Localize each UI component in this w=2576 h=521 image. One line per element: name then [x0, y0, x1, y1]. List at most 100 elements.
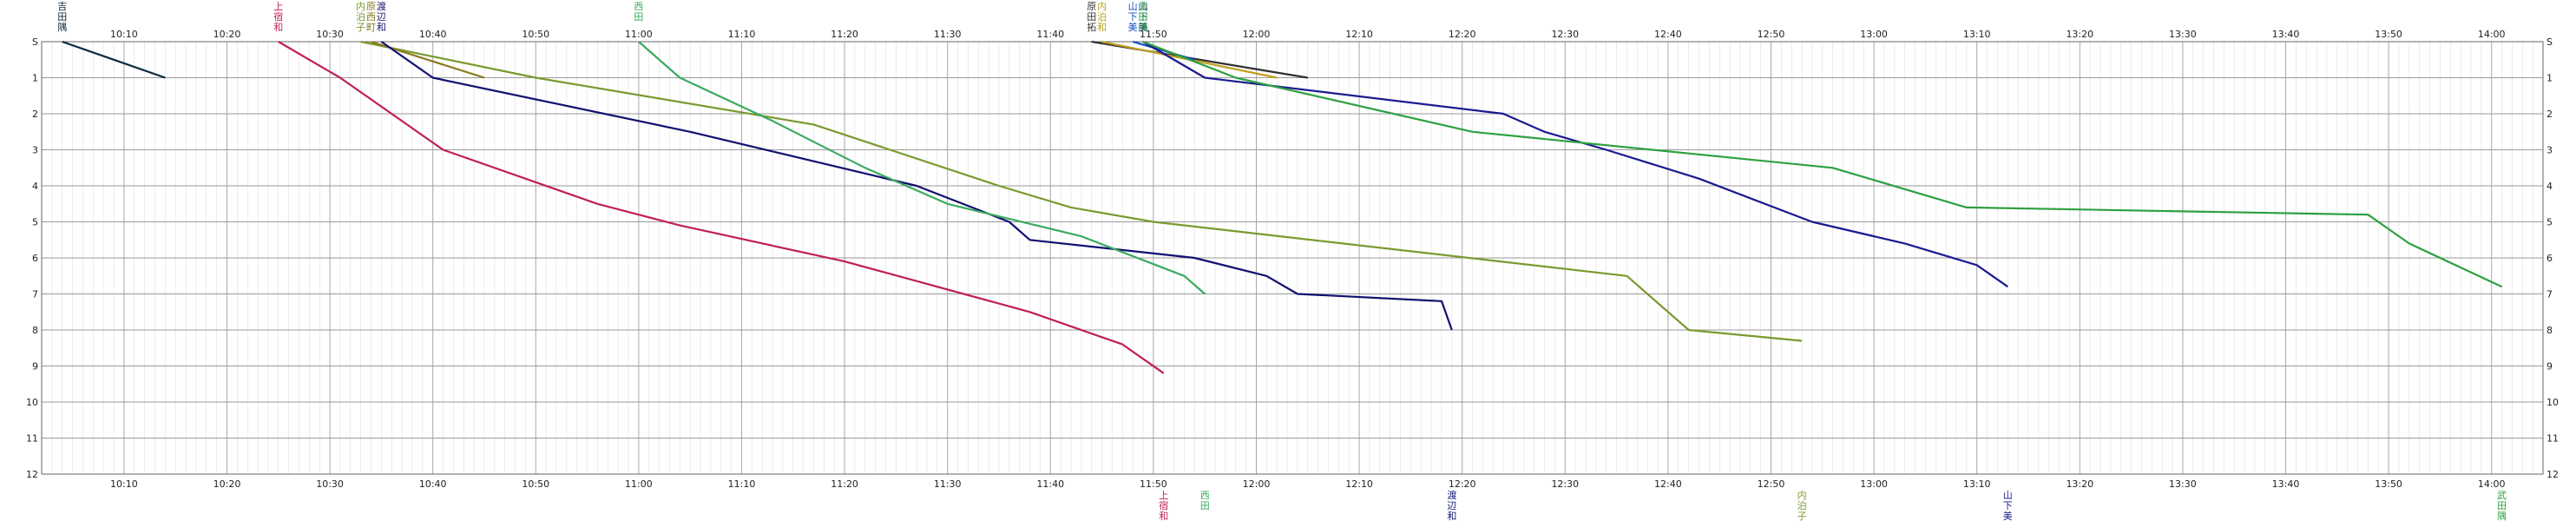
x-tick-label-top: 10:30 [316, 29, 344, 40]
series-top-label-char: 田 [1139, 11, 1148, 23]
x-tick-label-top: 14:00 [2478, 29, 2506, 40]
series-top-label-char: 和 [377, 22, 386, 33]
series-line [638, 41, 1206, 295]
y-tick-label-left: 4 [32, 181, 38, 192]
series-line [380, 41, 1453, 331]
x-tick-label-bottom: 11:00 [625, 478, 653, 490]
y-tick-label-left: 5 [32, 217, 38, 228]
series-top-label-char: 原 [366, 1, 376, 12]
y-tick-label-left: 8 [32, 325, 38, 336]
series-bottom-label: 西田 [1200, 490, 1210, 511]
series-bottom-label: 内泊子 [1797, 489, 1807, 521]
y-tick-label-right: 12 [2546, 469, 2559, 480]
y-tick-label-left: 10 [26, 397, 38, 408]
x-tick-label-top: 12:40 [1654, 29, 1682, 40]
series-top-label-char: 西 [634, 1, 643, 12]
series-top-label-char: 町 [366, 22, 376, 33]
x-tick-label-bottom: 10:10 [110, 478, 138, 490]
y-tick-label-left: 1 [32, 73, 38, 84]
x-tick-label-bottom: 11:30 [934, 478, 962, 490]
series-top-label-char: 美 [1128, 22, 1138, 33]
x-tick-label-bottom: 13:40 [2272, 478, 2300, 490]
series-top-label-char: 隅 [1139, 22, 1148, 33]
x-tick-label-top: 10:10 [110, 29, 138, 40]
series-top-label-char: 西 [366, 11, 376, 23]
y-tick-label-left: 12 [26, 469, 38, 480]
y-tick-label-right: 11 [2546, 433, 2559, 445]
series-labels: 吉田隅上宿和上宿和内泊子内泊子原西町渡辺和渡辺和西田西田原田拓内泊和山下美山下美… [57, 0, 2507, 521]
series-top-label-char: 和 [1097, 22, 1107, 33]
y-tick-label-left: 11 [26, 433, 38, 445]
x-tick-label-top: 10:40 [419, 29, 447, 40]
y-tick-label-right: 2 [2546, 109, 2553, 120]
series-bottom-label-char: 子 [1797, 511, 1807, 521]
x-tick-label-top: 12:20 [1449, 29, 1476, 40]
y-tick-label-right: 4 [2546, 181, 2553, 192]
y-tick-label-right: 6 [2546, 253, 2553, 264]
series-top-label-char: 泊 [1097, 11, 1107, 23]
x-tick-label-top: 11:50 [1140, 29, 1167, 40]
series-bottom-label-char: 山 [2003, 490, 2013, 501]
series-bottom-label-char: 西 [1200, 490, 1210, 501]
x-tick-label-bottom: 12:40 [1654, 478, 1682, 490]
series-bottom-label-char: 武 [2497, 490, 2507, 501]
x-tick-label-top: 12:50 [1758, 29, 1785, 40]
series-top-label-char: 吉 [57, 1, 67, 12]
series-bottom-label-char: 田 [1200, 500, 1210, 511]
series-top-label-char: 内 [356, 0, 365, 12]
series-top-label-char: 子 [356, 22, 365, 33]
x-tick-label-top: 12:30 [1551, 29, 1579, 40]
series-bottom-label-char: 上 [1159, 490, 1168, 501]
x-tick-label-top: 13:00 [1860, 29, 1888, 40]
series-line [360, 40, 1803, 342]
series-top-label: 原西町 [366, 1, 376, 33]
x-tick-label-bottom: 12:30 [1551, 478, 1579, 490]
y-tick-label-left: 6 [32, 253, 38, 264]
series-top-label-char: 田 [57, 11, 67, 23]
x-tick-label-bottom: 10:50 [522, 478, 549, 490]
series-top-label-char: 渡 [377, 0, 386, 12]
series-top-label: 吉田隅 [57, 1, 67, 33]
series-bottom-label: 上宿和 [1159, 490, 1168, 521]
series-bottom-label-char: 辺 [1447, 500, 1456, 511]
series-bottom-label: 武田隅 [2497, 490, 2507, 521]
series-top-label: 内泊子 [356, 0, 365, 33]
x-tick-label-top: 11:30 [934, 29, 962, 40]
x-tick-label-top: 11:00 [625, 29, 653, 40]
series-line [62, 40, 166, 79]
series-top-label: 武田隅 [1139, 1, 1148, 33]
y-tick-label-right: 8 [2546, 325, 2553, 336]
x-tick-label-bottom: 10:20 [214, 478, 241, 490]
series-top-label: 原田拓 [1087, 1, 1096, 33]
series-line [1142, 41, 2008, 288]
x-tick-label-bottom: 13:00 [1860, 478, 1888, 490]
x-tick-label-bottom: 14:00 [2478, 478, 2506, 490]
x-tick-label-bottom: 13:10 [1963, 478, 1991, 490]
x-tick-label-bottom: 12:50 [1758, 478, 1785, 490]
series-bottom-label-char: 宿 [1159, 499, 1168, 511]
series-top-label-char: 和 [273, 22, 283, 33]
series-top-label-char: 宿 [273, 10, 283, 23]
plot-frame [41, 41, 2544, 475]
x-tick-label-top: 13:50 [2375, 29, 2402, 40]
series-top-label-char: 山 [1139, 1, 1148, 12]
x-tick-label-top: 13:30 [2169, 29, 2197, 40]
series-top-label: 内泊和 [1097, 0, 1107, 33]
series-bottom-label-char: 渡 [1447, 489, 1456, 501]
x-tick-label-bottom: 13:20 [2066, 478, 2093, 490]
y-tick-label-left: 7 [32, 289, 38, 300]
series-bottom-label-char: 泊 [1797, 500, 1807, 511]
series-top-label: 上宿和 [273, 1, 283, 33]
x-tick-label-bottom: 13:30 [2169, 478, 2197, 490]
series-top-label-char: 美 [1139, 22, 1148, 33]
series-top-label-char: 山 [1128, 1, 1138, 12]
series-top-label: 渡辺和 [377, 0, 386, 33]
series-line [1142, 40, 2503, 288]
x-tick-label-bottom: 12:10 [1345, 478, 1373, 490]
series-top-label-char: 田 [1087, 11, 1096, 23]
y-tick-label-right: S [2546, 36, 2553, 48]
series-top-label: 西田 [634, 1, 643, 23]
series-bottom-label-char: 美 [2003, 511, 2013, 521]
y-tick-label-left: 2 [32, 109, 38, 120]
